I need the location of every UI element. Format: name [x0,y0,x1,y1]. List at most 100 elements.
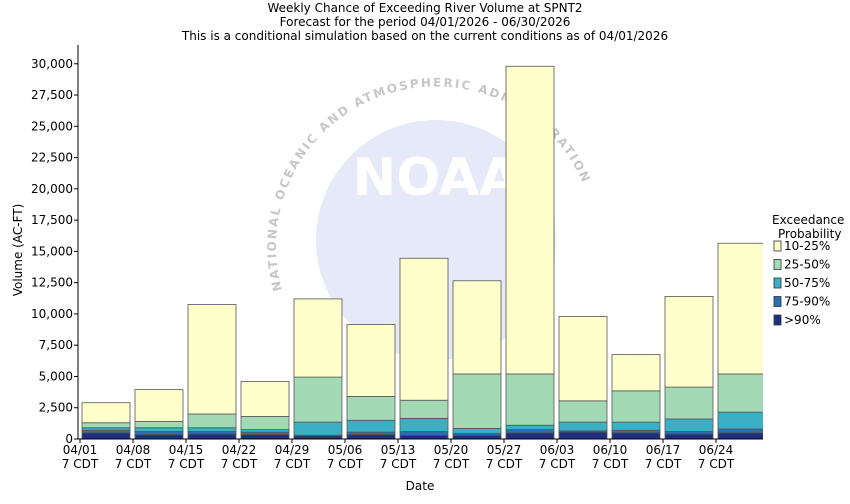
bar-segment [399,431,449,436]
bar-segment [664,296,714,388]
bar-segment [452,280,502,375]
bar-segment [399,257,449,401]
x-tick-label-line: 04/15 [169,443,204,457]
bar-segment [558,400,608,423]
legend-label: >90% [784,313,821,327]
bar-segment [717,411,763,430]
x-tick-label-line: 7 CDT [592,457,629,471]
bar-segment [134,431,184,436]
bar-segment [187,427,237,432]
x-tick-label: 05/13 7 CDT [380,443,417,471]
legend-title: Probability [778,227,841,241]
bar-segment [558,316,608,402]
x-tick-label-line: 7 CDT [433,457,470,471]
x-tick-label-line: 7 CDT [486,457,523,471]
x-tick-label-line: 7 CDT [62,457,99,471]
x-tick-label: 04/08 7 CDT [115,443,152,471]
x-tick-label-line: 05/13 [381,443,416,457]
legend-label: 25-50% [784,258,830,272]
bar-segment [452,434,502,439]
x-tick-label-line: 06/24 [699,443,734,457]
y-tick-label: 10,000 [31,307,73,321]
bar-segment [134,427,184,432]
legend-swatch [773,314,782,326]
bar-segment [717,428,763,434]
bar-segment [717,373,763,413]
legend-swatch [773,277,782,289]
x-tick-label-line: 7 CDT [168,457,205,471]
bar-segment [293,421,343,436]
bar-segment [346,419,396,433]
x-tick-label-line: 05/06 [328,443,363,457]
y-tick-label: 5,000 [39,369,73,383]
bar-segment [240,381,290,417]
bar-segment [240,434,290,439]
y-tick-label: 22,500 [31,151,73,165]
bar-segment [664,433,714,439]
bar-segment [187,433,237,439]
x-tick-label-line: 7 CDT [539,457,576,471]
bar-segment [505,429,555,434]
x-tick-label: 06/03 7 CDT [539,443,576,471]
bar-segment [505,424,555,431]
bar-segment [293,376,343,423]
legend-label: 50-75% [784,276,830,290]
bar-segment [240,416,290,431]
x-tick-label: 04/29 7 CDT [274,443,311,471]
y-tick-label: 12,500 [31,276,73,290]
legend-swatch [773,240,782,252]
x-tick-label: 04/01 7 CDT [62,443,99,471]
y-tick-label: 17,500 [31,213,73,227]
legend-label: 75-90% [784,295,830,309]
bar-segment [346,434,396,439]
legend-title: Exceedance [772,213,844,227]
y-tick-label: 2,500 [39,401,73,415]
chart-title: Weekly Chance of Exceeding River Volume … [267,1,582,15]
x-tick-label-line: 04/01 [63,443,98,457]
bar-segment [505,373,555,426]
bar-segment [505,65,555,375]
x-tick-label: 05/06 7 CDT [327,443,364,471]
x-tick-label-line: 7 CDT [698,457,735,471]
bar-segment [399,399,449,419]
bar-segment [293,298,343,378]
x-tick-label-line: 7 CDT [274,457,311,471]
bars [81,65,763,439]
x-tick-label-line: 05/27 [487,443,522,457]
bar-segment [611,421,661,431]
bar-segment [399,434,449,439]
x-tick-label: 04/22 7 CDT [221,443,258,471]
x-tick-label-line: 04/22 [222,443,257,457]
bar-segment [717,432,763,439]
bar-segment [611,390,661,423]
bar-segment [717,242,763,375]
bar-segment [346,396,396,421]
bar-segment [399,417,449,432]
watermark-logo: NOAA [353,148,520,208]
bar-segment [81,422,131,429]
x-tick-label-line: 06/10 [593,443,628,457]
y-axis-label: Volume (AC-FT) [11,204,25,297]
bar-segment [134,389,184,422]
x-tick-label: 05/20 7 CDT [433,443,470,471]
legend-label: 10-25% [784,239,830,253]
legend-swatch [773,259,782,270]
x-tick-label-line: 04/08 [116,443,151,457]
bar-segment [452,373,502,429]
bar-segment [346,324,396,397]
bar-segment [187,304,237,415]
x-tick-label: 06/10 7 CDT [592,443,629,471]
bar-segment [611,354,661,392]
x-tick-label-line: 7 CDT [221,457,258,471]
bar-segment [558,431,608,439]
x-tick-label: 06/17 7 CDT [645,443,682,471]
bar-segment [81,402,131,424]
bar-segment [187,413,237,429]
x-tick-label-line: 7 CDT [115,457,152,471]
y-tick-label: 7,500 [39,338,73,352]
chart-subtitle: Forecast for the period 04/01/2026 - 06/… [280,15,571,29]
bar-segment [558,421,608,432]
x-tick-label-line: 06/17 [646,443,681,457]
y-tick-label: 20,000 [31,182,73,196]
